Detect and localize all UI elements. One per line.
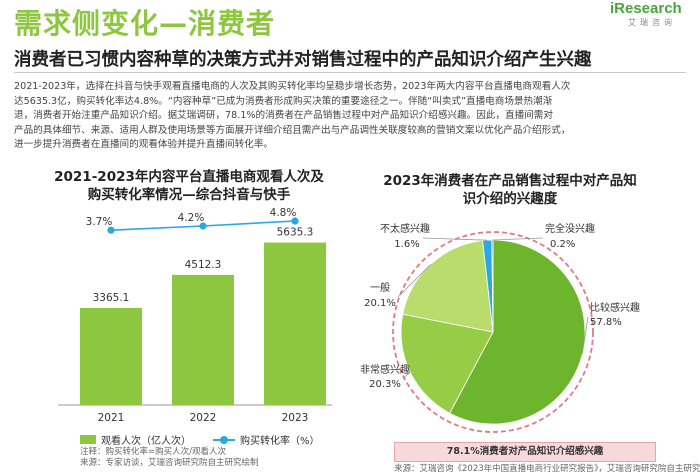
header-divider (14, 72, 686, 73)
legend-item-rate: 购买转化率（%） (213, 432, 320, 447)
x-tick-label: 2021 (98, 412, 125, 424)
intro-paragraph: 2021-2023年，选择在抖音与快手观看直播电商的人次及其购买转化率均呈稳步增… (14, 80, 686, 153)
right-chart-title-line2: 识介绍的兴趣度 (462, 191, 558, 207)
footnote-line: 来源：专家访谈，艾瑞咨询研究院自主研究绘制 (80, 458, 259, 468)
pie-slice-0 (449, 239, 586, 425)
rate-point-2021 (107, 226, 115, 234)
logo-sub-text: 艾瑞咨询 (628, 18, 676, 27)
intro-line: 退，消费者开始注重产品知识介绍。据艾瑞调研，78.1%的消费者在产品销售过程中对… (14, 110, 553, 122)
right-chart-title: 2023年消费者在产品销售过程中对产品知 识介绍的兴趣度 (360, 172, 660, 208)
legend-item-views: 观看人次（亿人次） (80, 432, 191, 447)
intro-line: 进一步提升消费者在直播间的观看体验并提升直播间转化率。 (14, 139, 274, 151)
pie-slice-1 (400, 313, 494, 414)
bar-views-2023 (264, 242, 326, 405)
rate-label: 4.2% (178, 212, 205, 224)
pie-callout-box: 78.1%消费者对产品知识介绍感兴趣 (394, 442, 656, 462)
pie-leader-line (397, 264, 431, 298)
bar-value-label: 3365.1 (93, 292, 130, 304)
right-chart-title-line1: 2023年消费者在产品销售过程中对产品知 (383, 173, 637, 189)
footnote-line: 注释：购买转化率=购买人次/观看人次 (80, 447, 226, 457)
pie-slice-value: 57.8% (590, 317, 622, 328)
bar-views-2021 (80, 307, 142, 405)
left-chart-title-line1: 2021-2023年内容平台直播电商观看人次及 (54, 169, 324, 185)
iresearch-logo: iResearch 艾瑞咨询 (610, 0, 682, 36)
right-chart-source: 来源：艾瑞咨询《2023年中国直播电商行业研究报告》，艾瑞咨询研究院自主研究绘制 (394, 464, 700, 474)
pie-slice-label: 完全没兴趣 (545, 222, 595, 235)
x-tick-label: 2023 (282, 412, 309, 424)
pie-slice-value: 20.1% (364, 298, 396, 309)
rate-label: 3.7% (86, 216, 113, 228)
pie-slice-value: 1.6% (394, 239, 419, 250)
intro-line: 达5635.3亿，购买转化率达4.8%。“内容种草”已成为消费者形成购买决策的重… (14, 95, 553, 107)
left-chart-footnote: 注释：购买转化率=购买人次/观看人次 来源：专家访谈，艾瑞咨询研究院自主研究绘制 (80, 447, 259, 469)
rate-label: 4.8% (270, 207, 297, 219)
pie-leader-line (422, 237, 488, 241)
left-chart-title: 2021-2023年内容平台直播电商观看人次及 购买转化率情况—综合抖音与快手 (44, 168, 334, 204)
bar-value-label: 5635.3 (277, 227, 314, 239)
pie-slice-label: 不太感兴趣 (380, 222, 430, 235)
left-chart-title-line2: 购买转化率情况—综合抖音与快手 (87, 187, 291, 203)
legend-bar-swatch (80, 435, 96, 444)
pie-leader-line (581, 316, 589, 355)
logo-main-text: iResearch (610, 0, 682, 17)
legend-label-views: 观看人次（亿人次） (101, 436, 191, 447)
bar-value-label: 4512.3 (185, 259, 222, 271)
page-title: 需求侧变化—消费者 (14, 7, 276, 40)
pie-leader-line (492, 237, 544, 241)
pie-slice-label: 非常感兴趣 (360, 363, 410, 376)
pie-slice-label: 比较感兴趣 (590, 301, 640, 314)
left-chart-legend: 观看人次（亿人次） 购买转化率（%） (80, 432, 320, 447)
intro-line: 2021-2023年，选择在抖音与快手观看直播电商的人次及其购买转化率均呈稳步增… (14, 81, 571, 92)
pie-slice-label: 一般 (370, 281, 390, 294)
x-tick-label: 2022 (190, 412, 217, 424)
legend-label-rate: 购买转化率（%） (240, 436, 320, 447)
legend-line-swatch (213, 435, 235, 444)
rate-point-2022 (199, 222, 207, 230)
pie-slice-value: 0.2% (550, 239, 575, 250)
pie-leader-line (402, 371, 411, 380)
pie-slice-value: 20.3% (369, 379, 401, 390)
rate-point-2023 (291, 217, 299, 225)
intro-line: 产品的具体细节、来源、适用人群及使用场景等方面展开详细介绍且需产出与产品调性关联… (14, 124, 571, 136)
page-subtitle: 消费者已习惯内容种草的决策方式并对销售过程中的产品知识介绍产生兴趣 (14, 50, 592, 70)
bar-views-2022 (172, 274, 234, 405)
pie-highlight-ring (392, 231, 594, 433)
